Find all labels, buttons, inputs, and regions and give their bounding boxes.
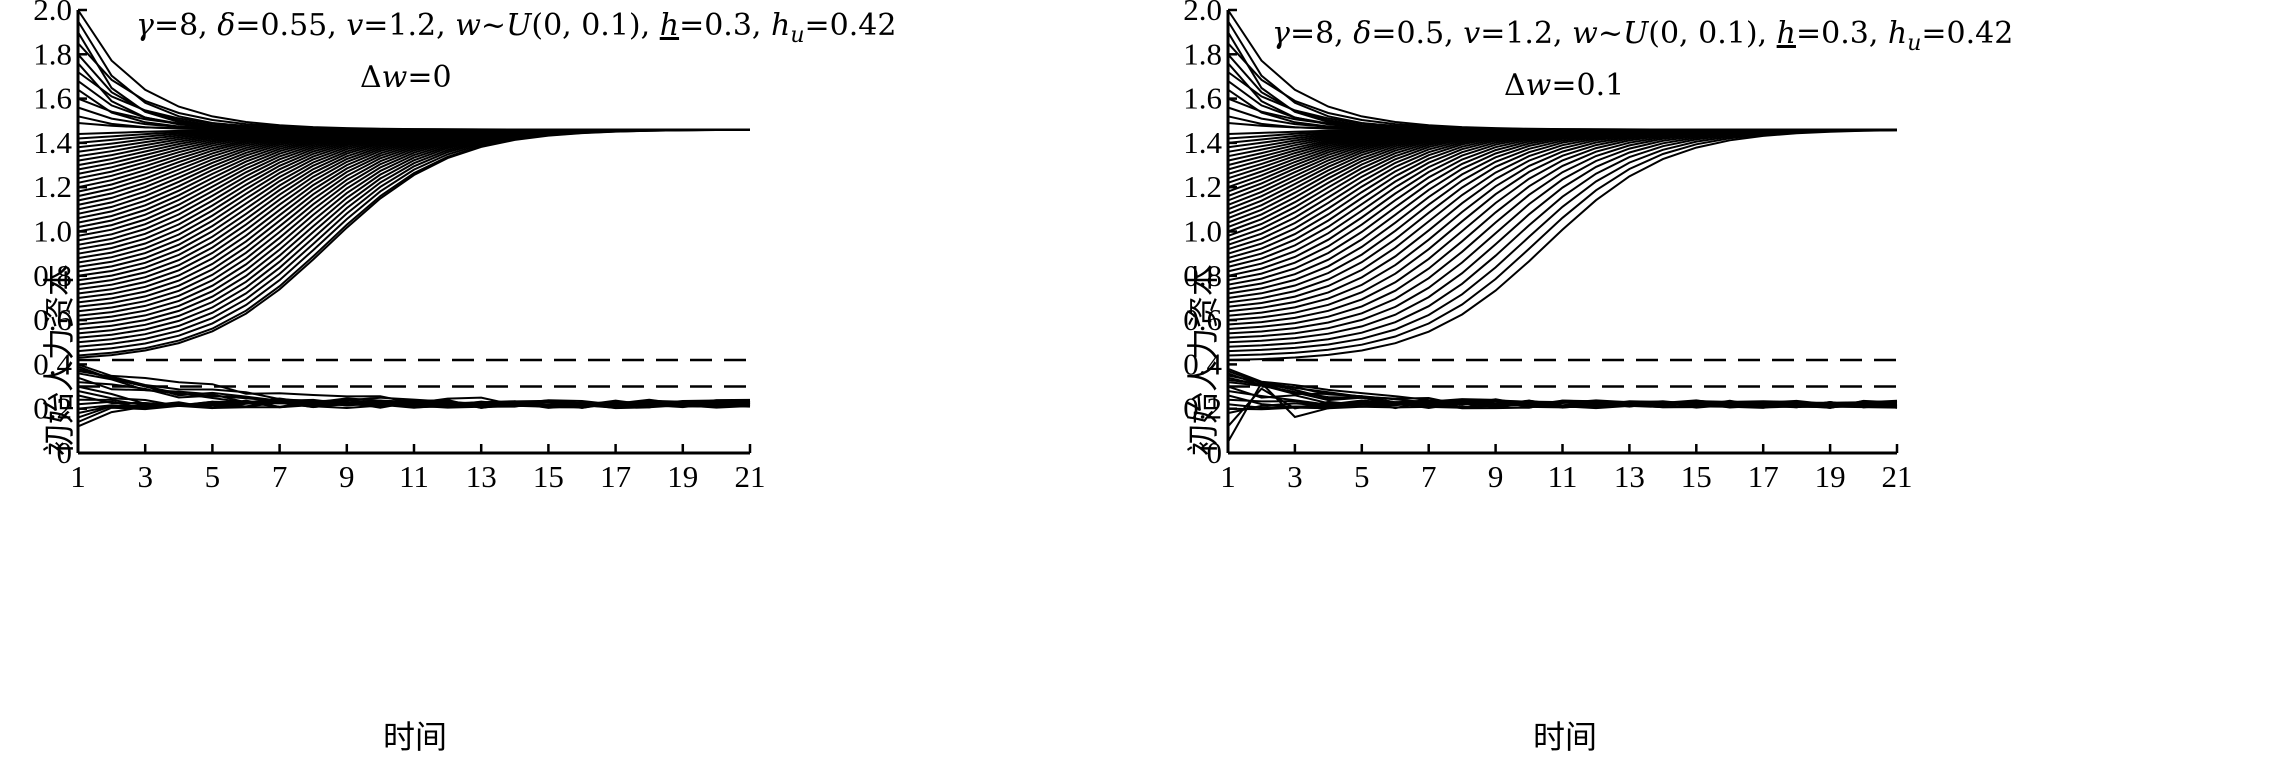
trajectories <box>1227 9 1898 443</box>
x-tick-label: 21 <box>1882 459 1913 494</box>
x-tick-label: 3 <box>1287 459 1303 494</box>
x-tick-label: 21 <box>735 459 766 494</box>
chart-left-svg: 00.20.40.60.81.01.21.41.61.82.01 3 5 7 9 11 13… <box>33 0 766 494</box>
x-tick-label: 15 <box>533 459 564 494</box>
y-tick-label: 0.2 <box>33 391 72 426</box>
trajectories <box>77 9 751 428</box>
params-annotation: γ=8, δ=0.55, v=1.2, w~U(0, 0.1), h=0.3, … <box>136 8 897 48</box>
trajectory-upper <box>77 128 751 359</box>
trajectory-lower <box>77 399 751 423</box>
y-tick-label: 1.4 <box>1183 125 1222 160</box>
x-axis-label: 时间 <box>1532 718 1597 756</box>
y-tick-label: 0.6 <box>1183 302 1222 337</box>
y-tick-label: 1.0 <box>1183 214 1222 249</box>
chart-panel-right: 0 0.2 0.4 0.6 0.8 1.0 1.2 1.4 1.6 1.8 2.0 1 3 5 7 9 11 13… <box>1144 0 2288 762</box>
y-tick-label: 0.2 <box>1183 391 1222 426</box>
chart-panel-left: 0 0.2 0.4 0.6 0.8 1.0 1.2 1.4 1.6 1.8 2.0 1 3 5 7 9 11 13… <box>33 0 897 756</box>
x-tick-label: 1 <box>70 459 86 494</box>
x-tick-label: 11 <box>1548 459 1578 494</box>
x-tick-label: 5 <box>1354 459 1370 494</box>
y-tick-label: 0.8 <box>1183 258 1222 293</box>
y-tick-label: 1.2 <box>33 169 72 204</box>
delta-w-annotation: Δw=0 <box>360 60 452 95</box>
y-tick-label: 0 <box>57 435 73 470</box>
y-tick-label: 0.4 <box>33 346 72 381</box>
x-tick-label: 19 <box>1815 459 1846 494</box>
x-tick-label: 17 <box>1748 459 1779 494</box>
x-tick-label: 3 <box>137 459 153 494</box>
x-tick-label: 1 <box>1220 459 1236 494</box>
y-tick-label: 0.6 <box>33 302 72 337</box>
y-tick-label: 1.0 <box>33 214 72 249</box>
x-tick-label: 13 <box>466 459 497 494</box>
x-tick-label: 19 <box>667 459 698 494</box>
y-axis-label: 初始人力资本 <box>1184 264 1222 457</box>
trajectory-lower <box>1227 381 1898 443</box>
y-tick-label: 2.0 <box>33 0 72 27</box>
y-tick-label: 1.4 <box>33 125 72 160</box>
y-tick-label: 1.6 <box>33 81 72 116</box>
x-tick-label: 11 <box>399 459 429 494</box>
x-tick-label: 13 <box>1614 459 1645 494</box>
x-tick-label: 7 <box>1421 459 1437 494</box>
y-tick-label: 0.4 <box>1183 346 1222 381</box>
x-tick-label: 15 <box>1681 459 1712 494</box>
trajectory-lower <box>77 400 751 428</box>
y-tick-label: 0 <box>1207 435 1223 470</box>
x-tick-label: 7 <box>272 459 288 494</box>
x-tick-label: 5 <box>205 459 221 494</box>
x-tick-label: 9 <box>339 459 355 494</box>
params-annotation: γ=8, δ=0.5, v=1.2, w~U(0, 0.1), h=0.3, h… <box>1272 16 2014 56</box>
y-axis-label: 初始人力资本 <box>40 264 78 457</box>
delta-w-annotation: Δw=0.1 <box>1504 68 1625 103</box>
x-axis-label: 时间 <box>382 718 447 756</box>
y-tick-label: 2.0 <box>1183 0 1222 27</box>
x-tick-label: 9 <box>1488 459 1504 494</box>
y-tick-label: 1.2 <box>1183 169 1222 204</box>
y-tick-label: 0.8 <box>33 258 72 293</box>
chart-right-svg: 00.20.40.60.81.01.21.41.61.82.01 3 5 7 9 11 13… <box>1183 0 1913 494</box>
y-tick-label: 1.6 <box>1183 81 1222 116</box>
y-tick-label: 1.8 <box>1183 36 1222 71</box>
trajectory-upper <box>1227 129 1898 361</box>
x-tick-label: 17 <box>600 459 631 494</box>
y-tick-label: 1.8 <box>33 36 72 71</box>
